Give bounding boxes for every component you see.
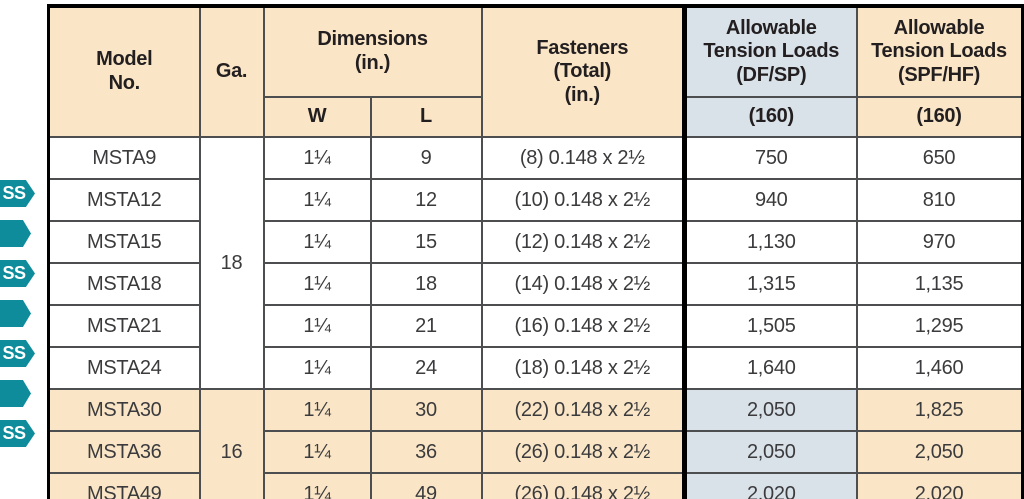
cell-model: MSTA18 bbox=[47, 262, 201, 306]
cell-load-spf: 1,460 bbox=[855, 346, 1024, 390]
cell-length: 30 bbox=[369, 388, 483, 432]
table-row: MSTA15 1¼ 15 (12) 0.148 x 2½ 1,130 970 bbox=[47, 220, 1024, 264]
cell-gauge-16: 16 bbox=[198, 388, 265, 499]
header-row-sub: W L (160) (160) bbox=[49, 96, 1024, 138]
cell-fasteners: (26) 0.148 x 2½ bbox=[480, 472, 686, 499]
table-row: MSTA30 16 1¼ 30 (22) 0.148 x 2½ 2,050 1,… bbox=[47, 388, 1024, 499]
col-subheader-df-160: (160) bbox=[682, 96, 858, 138]
col-header-w: W bbox=[262, 96, 372, 138]
cell-width: 1¼ bbox=[262, 304, 372, 348]
col-header-l: L bbox=[369, 96, 483, 138]
col-header-tension-spf: Allowable Tension Loads (SPF/HF) bbox=[855, 5, 1024, 98]
cell-length: 49 bbox=[369, 472, 483, 499]
cell-width: 1¼ bbox=[262, 472, 372, 499]
col-header-fasteners: Fasteners (Total) (in.) bbox=[480, 5, 686, 138]
cell-load-df: 1,505 bbox=[682, 304, 858, 348]
cell-length: 18 bbox=[369, 262, 483, 306]
cell-fasteners: (22) 0.148 x 2½ bbox=[480, 388, 686, 432]
cell-model: MSTA15 bbox=[47, 220, 201, 264]
cell-model: MSTA24 bbox=[47, 346, 201, 390]
col-header-ga: Ga. bbox=[198, 5, 265, 138]
cell-fasteners: (26) 0.148 x 2½ bbox=[480, 430, 686, 474]
cell-width: 1¼ bbox=[262, 262, 372, 306]
cell-width: 1¼ bbox=[262, 346, 372, 390]
header-row-main: Model No. Ga. Dimensions (in.) Fasteners… bbox=[47, 5, 1024, 138]
cell-load-df: 940 bbox=[682, 178, 858, 222]
cell-fasteners: (10) 0.148 x 2½ bbox=[480, 178, 686, 222]
cell-model: MSTA9 bbox=[47, 136, 201, 180]
cell-load-df: 2,050 bbox=[682, 388, 858, 432]
cell-load-spf: 1,825 bbox=[855, 388, 1024, 432]
cell-fasteners: (8) 0.148 x 2½ bbox=[480, 136, 686, 180]
cell-load-spf: 2,020 bbox=[855, 472, 1024, 499]
arrow-badge bbox=[0, 220, 31, 247]
cell-width: 1¼ bbox=[262, 136, 372, 180]
cell-load-spf: 1,295 bbox=[855, 304, 1024, 348]
cell-load-df: 1,130 bbox=[682, 220, 858, 264]
cell-model: MSTA12 bbox=[47, 178, 201, 222]
cell-load-df: 1,315 bbox=[682, 262, 858, 306]
cell-length: 12 bbox=[369, 178, 483, 222]
ss-badge: SS bbox=[0, 340, 35, 367]
col-header-dimensions: Dimensions (in.) bbox=[262, 5, 483, 98]
ss-badge: SS bbox=[0, 260, 35, 287]
cell-model: MSTA49 bbox=[47, 472, 201, 499]
cell-length: 36 bbox=[369, 430, 483, 474]
cell-length: 21 bbox=[369, 304, 483, 348]
col-header-model: Model No. bbox=[47, 5, 201, 138]
table-row: MSTA18 1¼ 18 (14) 0.148 x 2½ 1,315 1,135 bbox=[47, 262, 1024, 306]
table-row: MSTA21 1¼ 21 (16) 0.148 x 2½ 1,505 1,295 bbox=[47, 304, 1024, 348]
table-row: MSTA12 1¼ 12 (10) 0.148 x 2½ 940 810 bbox=[47, 178, 1024, 222]
cell-load-df: 750 bbox=[682, 136, 858, 180]
cell-fasteners: (14) 0.148 x 2½ bbox=[480, 262, 686, 306]
table-row: MSTA36 1¼ 36 (26) 0.148 x 2½ 2,050 2,050 bbox=[47, 430, 1024, 474]
cell-model: MSTA36 bbox=[47, 430, 201, 474]
cell-load-spf: 2,050 bbox=[855, 430, 1024, 474]
cell-width: 1¼ bbox=[262, 178, 372, 222]
cell-load-df: 2,020 bbox=[682, 472, 858, 499]
table-row: MSTA9 18 1¼ 9 (8) 0.148 x 2½ 750 650 bbox=[47, 136, 1024, 390]
cell-model: MSTA30 bbox=[47, 388, 201, 432]
cell-fasteners: (18) 0.148 x 2½ bbox=[480, 346, 686, 390]
ss-badge: SS bbox=[0, 420, 35, 447]
cell-length: 9 bbox=[369, 136, 483, 180]
cell-fasteners: (12) 0.148 x 2½ bbox=[480, 220, 686, 264]
cell-width: 1¼ bbox=[262, 430, 372, 474]
cell-load-spf: 1,135 bbox=[855, 262, 1024, 306]
cell-length: 24 bbox=[369, 346, 483, 390]
col-header-tension-df: Allowable Tension Loads (DF/SP) bbox=[682, 5, 858, 98]
cell-fasteners: (16) 0.148 x 2½ bbox=[480, 304, 686, 348]
cell-length: 15 bbox=[369, 220, 483, 264]
cell-load-df: 1,640 bbox=[682, 346, 858, 390]
arrow-badge bbox=[0, 380, 31, 407]
cell-width: 1¼ bbox=[262, 220, 372, 264]
cell-width: 1¼ bbox=[262, 388, 372, 432]
msta-strap-spec-table: Model No. Ga. Dimensions (in.) Fasteners… bbox=[47, 4, 1024, 499]
cell-load-spf: 810 bbox=[855, 178, 1024, 222]
arrow-badge bbox=[0, 300, 31, 327]
cell-gauge-18: 18 bbox=[198, 136, 265, 390]
cell-load-spf: 970 bbox=[855, 220, 1024, 264]
table-row: MSTA24 1¼ 24 (18) 0.148 x 2½ 1,640 1,460 bbox=[47, 346, 1024, 390]
cell-load-spf: 650 bbox=[855, 136, 1024, 180]
cell-model: MSTA21 bbox=[47, 304, 201, 348]
msta-strap-table-wrap: Model No. Ga. Dimensions (in.) Fasteners… bbox=[47, 4, 1024, 499]
table-row: MSTA49 1¼ 49 (26) 0.148 x 2½ 2,020 2,020 bbox=[47, 472, 1024, 499]
cell-load-df: 2,050 bbox=[682, 430, 858, 474]
ss-badge: SS bbox=[0, 180, 35, 207]
col-subheader-spf-160: (160) bbox=[855, 96, 1024, 138]
